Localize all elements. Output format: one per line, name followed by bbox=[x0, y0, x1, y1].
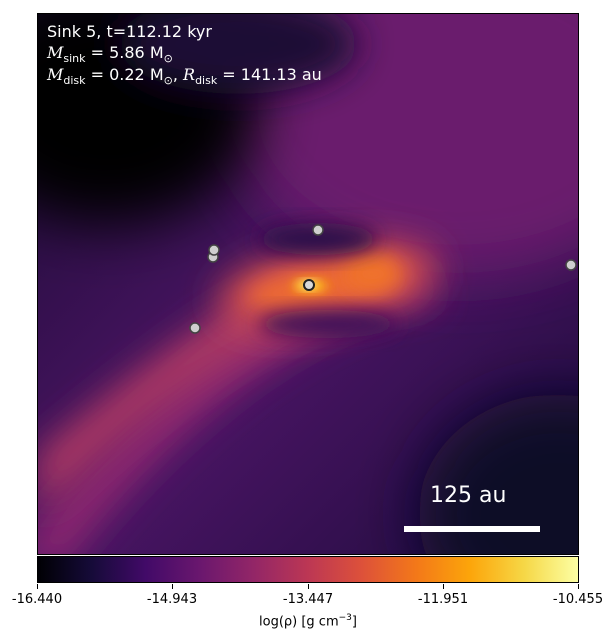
sink-particles bbox=[189, 224, 577, 334]
disk-properties-label: Mdisk = 0.22 M⊙, Rdisk = 141.13 au bbox=[47, 65, 322, 88]
colorbar-tick-label: -11.951 bbox=[417, 592, 469, 607]
colorbar-tick bbox=[308, 584, 309, 589]
colorbar-tick-label: -10.455 bbox=[552, 592, 604, 607]
colorbar-tick bbox=[37, 584, 38, 589]
scale-bar-label: 125 au bbox=[430, 483, 507, 508]
sink-b bbox=[208, 244, 220, 256]
scale-bar bbox=[404, 526, 540, 532]
lower-right-void bbox=[418, 394, 578, 554]
colorbar-tick-label: -14.943 bbox=[146, 592, 198, 607]
sink-edge bbox=[565, 259, 577, 271]
sink-mass-label: Msink = 5.86 M⊙ bbox=[47, 43, 173, 66]
sink-time-label: Sink 5, t=112.12 kyr bbox=[47, 22, 212, 41]
colorbar-gradient bbox=[38, 557, 578, 582]
disk-lobe bbox=[343, 254, 403, 294]
void-edge bbox=[118, 14, 358, 94]
gap-below-disk bbox=[258, 310, 398, 338]
filament-inner bbox=[38, 276, 338, 514]
colorbar-tick bbox=[172, 584, 173, 589]
density-map-panel: Sink 5, t=112.12 kyr Msink = 5.86 M⊙ Mdi… bbox=[37, 13, 579, 555]
colorbar-tick-label: -16.440 bbox=[11, 592, 63, 607]
density-map bbox=[38, 14, 578, 554]
sink-c bbox=[312, 224, 324, 236]
gap-above-disk bbox=[258, 223, 378, 255]
colorbar-tick bbox=[443, 584, 444, 589]
sink-central bbox=[303, 279, 315, 291]
colorbar-tick-label: -13.447 bbox=[282, 592, 334, 607]
colorbar-tick bbox=[578, 584, 579, 589]
colorbar-label: log(ρ) [g cm−3] bbox=[259, 613, 357, 630]
sink-d bbox=[189, 322, 201, 334]
colorbar bbox=[37, 556, 579, 583]
